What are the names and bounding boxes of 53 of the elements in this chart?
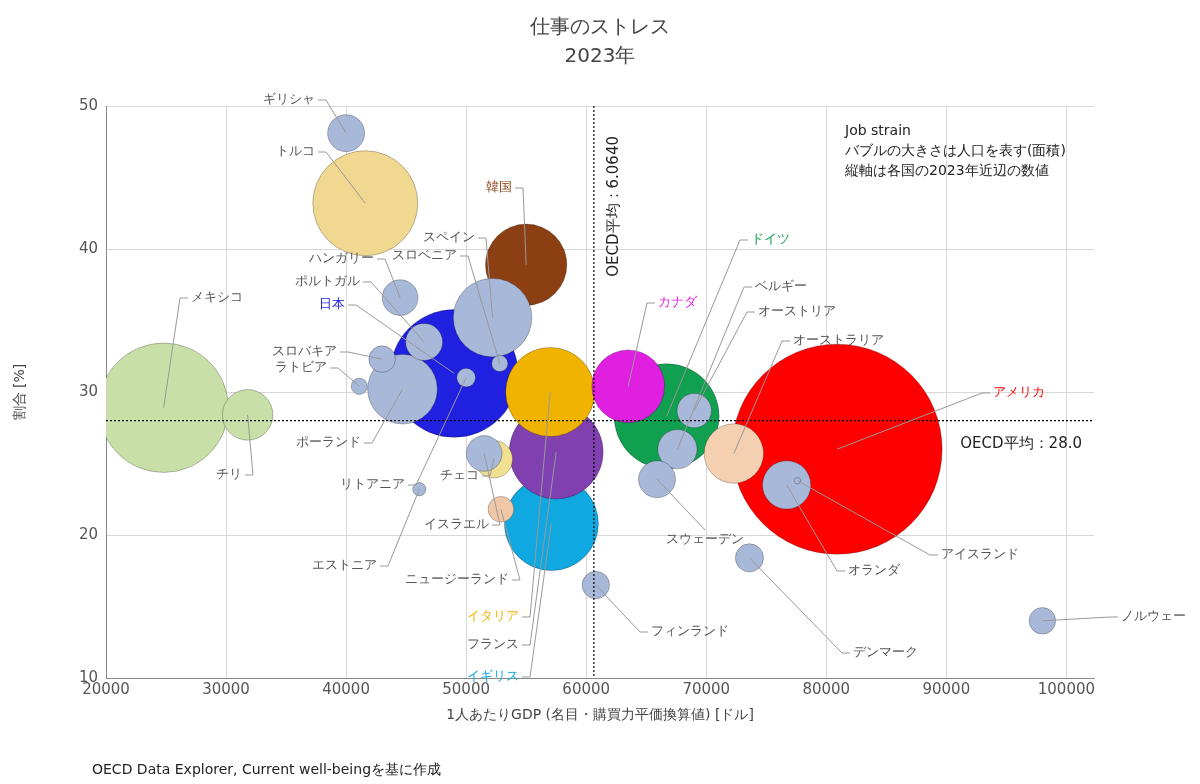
text: ドイツ xyxy=(751,231,790,247)
text: スペイン xyxy=(423,229,475,245)
x-axis-title: 1人あたりGDP (名目・購買力平価換算値) [ドル] xyxy=(446,706,754,723)
x-tick-label: 70000 xyxy=(682,679,731,698)
text: カナダ xyxy=(658,294,698,310)
text: 日本 xyxy=(319,296,345,312)
series-label: トルコ xyxy=(276,143,315,159)
ref-line-label: OECD平均：28.0 xyxy=(960,433,1082,452)
text: ラトビア xyxy=(275,359,327,375)
text: オーストラリア xyxy=(793,332,884,348)
text: ニュージーランド xyxy=(405,571,509,587)
text: オランダ xyxy=(848,562,901,578)
text: OECD Data Explorer, Current well-beingを基に作成 xyxy=(92,760,442,777)
text: ベルギー xyxy=(755,278,807,294)
text: スウェーデン xyxy=(666,531,744,547)
text: メキシコ xyxy=(191,289,243,305)
text: スロベニア xyxy=(392,247,457,263)
text: フランス xyxy=(467,636,519,652)
annotation: バブルの大きさは人口を表す(面積) xyxy=(844,141,1066,158)
chart-subtitle: 2023年 xyxy=(564,43,636,68)
text: スロバキア xyxy=(272,343,337,359)
x-tick-label: 90000 xyxy=(922,679,971,698)
text: アイスランド xyxy=(941,546,1019,562)
x-tick-label: 60000 xyxy=(562,679,611,698)
annotation: Job strain xyxy=(844,121,911,138)
y-tick-label: 20 xyxy=(78,524,98,543)
x-tick-label: 40000 xyxy=(322,679,370,698)
x-tick-label: 100000 xyxy=(1037,679,1096,698)
y-tick-label: 30 xyxy=(78,381,98,400)
text: ポーランド xyxy=(296,434,361,450)
text: リトアニア xyxy=(340,476,405,492)
text: 韓国 xyxy=(486,179,512,195)
text: アメリカ xyxy=(993,384,1045,400)
annotation: 縦軸は各国の2023年近辺の数値 xyxy=(844,161,1049,178)
text: フィンランド xyxy=(651,623,729,639)
text: チリ xyxy=(216,466,242,482)
series-label: チェコ xyxy=(440,467,479,483)
text: エストニア xyxy=(312,557,377,573)
series-label: ギリシャ xyxy=(263,91,315,107)
x-tick-label: 80000 xyxy=(802,679,851,698)
series-label: ハンガリー xyxy=(308,250,374,266)
y-tick-label: 50 xyxy=(78,95,98,114)
ref-line-label: OECD平均：6.0640 xyxy=(603,136,622,277)
text: ポルトガル xyxy=(295,273,360,289)
text: デンマーク xyxy=(853,644,918,660)
chart-title: 仕事のストレス xyxy=(529,14,670,39)
y-tick-label: 40 xyxy=(78,238,98,257)
text: ノルウェー xyxy=(1121,608,1186,624)
text: イタリア xyxy=(467,608,519,624)
text: イスラエル xyxy=(424,516,489,532)
y-axis-title: 割合 [%] xyxy=(11,363,28,421)
text: オーストリア xyxy=(758,303,836,319)
x-tick-label: 30000 xyxy=(202,679,250,698)
